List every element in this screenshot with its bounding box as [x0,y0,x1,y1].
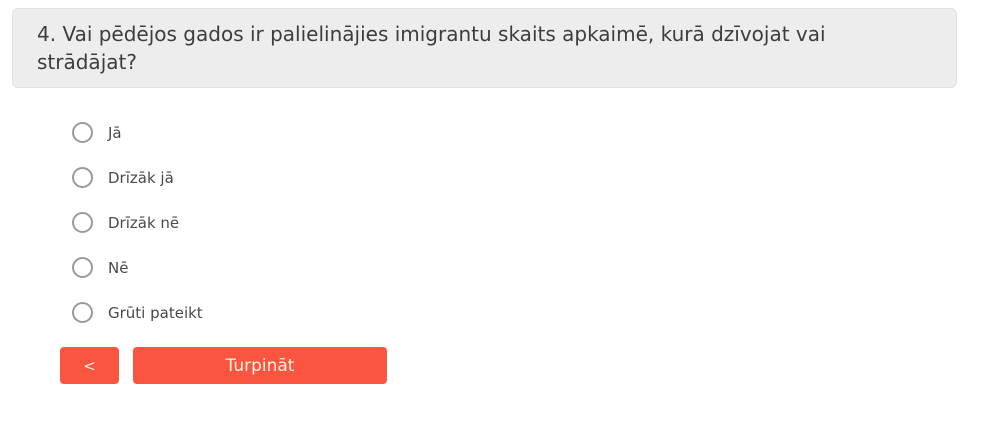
radio-button-icon[interactable] [72,167,93,188]
option-label: Drīzāk nē [108,213,180,232]
option-label: Drīzāk jā [108,168,174,187]
radio-button-icon[interactable] [72,302,93,323]
option-drizak-ne[interactable]: Drīzāk nē [72,212,179,233]
navigation-buttons: < Turpināt [60,347,1000,384]
option-drizak-ja[interactable]: Drīzāk jā [72,167,174,188]
options-list: Jā Drīzāk jā Drīzāk nē Nē Grūti pateikt [72,122,1000,323]
option-ja[interactable]: Jā [72,122,122,143]
option-ne[interactable]: Nē [72,257,128,278]
question-text: 4. Vai pēdējos gados ir palielinājies im… [37,22,826,74]
continue-button[interactable]: Turpināt [133,347,387,384]
option-gruti-pateikt[interactable]: Grūti pateikt [72,302,203,323]
back-button[interactable]: < [60,347,119,384]
radio-button-icon[interactable] [72,257,93,278]
question-panel: 4. Vai pēdējos gados ir palielinājies im… [12,8,957,88]
radio-button-icon[interactable] [72,122,93,143]
option-label: Grūti pateikt [108,303,203,322]
option-label: Jā [108,123,122,142]
option-label: Nē [108,258,129,277]
radio-button-icon[interactable] [72,212,93,233]
